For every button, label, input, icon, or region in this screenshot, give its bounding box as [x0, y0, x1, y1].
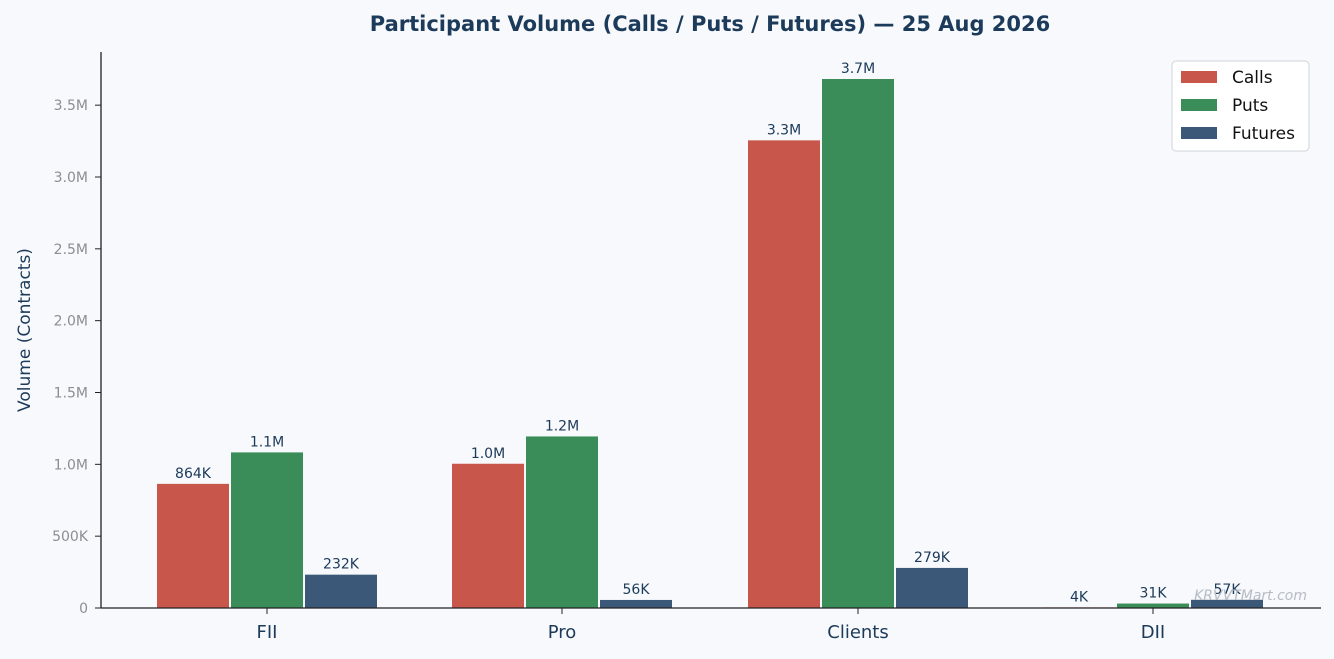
bar-clients-futures: [896, 567, 968, 608]
legend-swatch-puts: [1181, 99, 1217, 111]
x-tick-label-pro: Pro: [548, 622, 577, 643]
data-label-dii-puts: 31K: [1140, 586, 1168, 602]
data-label-fii-puts: 1.1M: [250, 434, 284, 450]
data-label-fii-calls: 864K: [175, 466, 212, 482]
data-label-clients-futures: 279K: [914, 550, 951, 566]
bar-fii-futures: [305, 574, 377, 608]
data-label-pro-calls: 1.0M: [471, 446, 505, 462]
bar-dii-puts: [1117, 603, 1189, 608]
y-axis-label: Volume (Contracts): [15, 248, 35, 412]
bar-dii-futures: [1191, 599, 1263, 608]
data-label-pro-puts: 1.2M: [545, 418, 579, 434]
x-axis-ticks: FII Pro Clients DII: [257, 608, 1165, 643]
watermark: KRVVTMart.com: [1194, 588, 1307, 604]
bar-pro-puts: [526, 436, 598, 608]
y-tick-label: 2.5M: [54, 242, 88, 258]
legend-label-futures: Futures: [1232, 124, 1295, 144]
bar-pro-futures: [600, 599, 672, 608]
y-tick-label: 3.5M: [54, 98, 88, 114]
y-tick-label: 1.0M: [54, 457, 88, 473]
y-axis-ticks: 0 500K 1.0M 1.5M 2.0M 2.5M 3.0M 3.5M: [52, 98, 101, 617]
bar-clients-calls: [748, 140, 820, 609]
bar-fii-calls: [157, 483, 229, 608]
data-label-clients-calls: 3.3M: [767, 122, 801, 138]
x-tick-label-dii: DII: [1141, 622, 1165, 643]
data-label-dii-futures: 57K: [1214, 582, 1242, 598]
bar-series: [157, 79, 1263, 609]
y-tick-label: 500K: [52, 529, 89, 545]
legend-swatch-futures: [1181, 127, 1217, 139]
y-tick-label: 2.0M: [54, 314, 88, 330]
data-labels: 864K 1.1M 232K 1.0M 1.2M 56K 3.3M 3.7M 279K 4K 31K…: [175, 61, 1241, 605]
chart-title: Participant Volume (Calls / Puts / Futur…: [370, 12, 1050, 36]
y-tick-label: 3.0M: [54, 170, 88, 186]
data-label-fii-futures: 232K: [323, 557, 360, 573]
legend: Calls Puts Futures: [1171, 60, 1310, 152]
y-tick-label: 1.5M: [54, 385, 88, 401]
bar-fii-puts: [231, 452, 303, 608]
y-tick-label: 0: [79, 601, 88, 617]
x-tick-label-fii: FII: [257, 622, 278, 643]
bar-clients-puts: [822, 79, 894, 608]
data-label-dii-calls: 4K: [1070, 589, 1089, 605]
legend-label-puts: Puts: [1232, 96, 1268, 116]
legend-swatch-calls: [1181, 71, 1217, 83]
x-tick-label-clients: Clients: [827, 622, 889, 643]
bar-pro-calls: [452, 463, 524, 608]
data-label-clients-puts: 3.7M: [841, 61, 875, 77]
data-label-pro-futures: 56K: [623, 582, 651, 598]
legend-label-calls: Calls: [1232, 68, 1273, 88]
